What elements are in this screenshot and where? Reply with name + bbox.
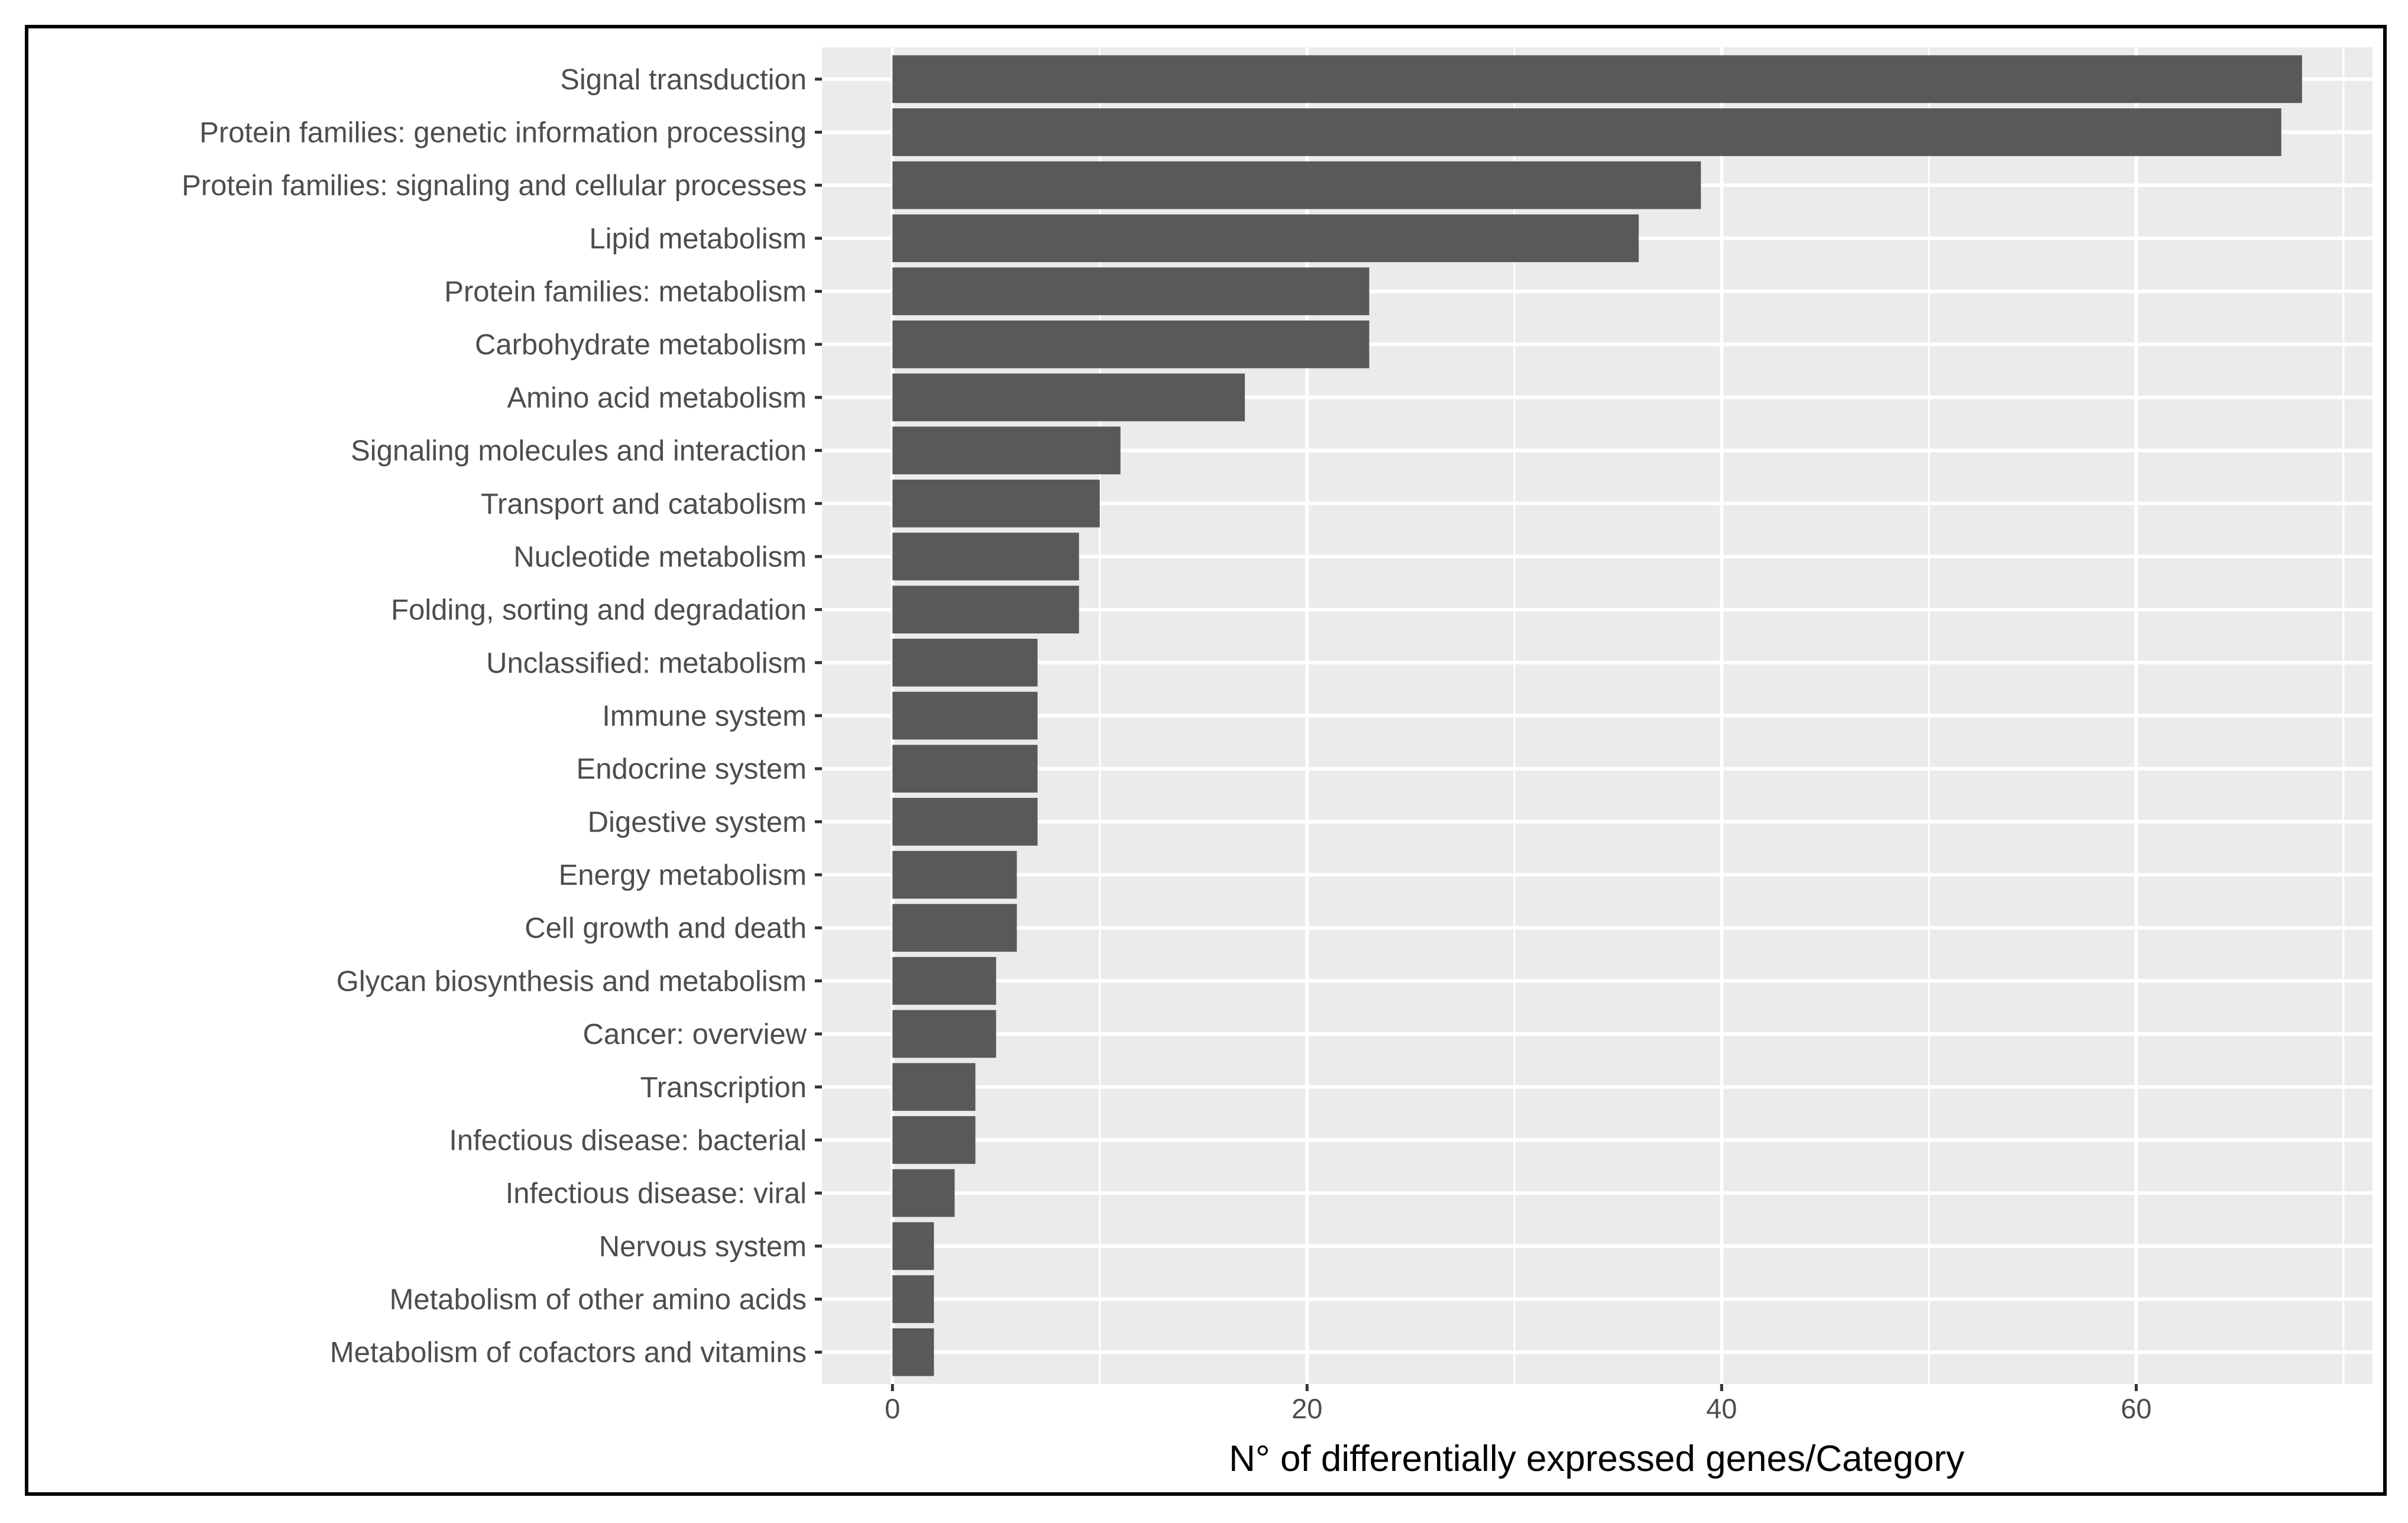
- category-label: Metabolism of other amino acids: [390, 1284, 807, 1316]
- x-axis-labels: 0 20 40 60: [885, 1393, 2151, 1424]
- x-tick-label: 0: [885, 1393, 900, 1424]
- category-label: Energy metabolism: [559, 859, 807, 891]
- bar: [892, 957, 996, 1005]
- bar: [892, 1063, 976, 1111]
- bar: [892, 638, 1038, 687]
- x-tick-label: 60: [2121, 1393, 2151, 1424]
- y-axis-ticks: [815, 77, 822, 1354]
- category-label: Immune system: [602, 700, 807, 732]
- x-tick-label: 20: [1292, 1393, 1322, 1424]
- category-label: Infectious disease: bacterial: [449, 1124, 807, 1156]
- bar: [892, 214, 1639, 263]
- category-label: Transport and catabolism: [481, 488, 807, 520]
- category-label: Signaling molecules and interaction: [351, 435, 807, 467]
- bar: [892, 1116, 976, 1164]
- category-label: Infectious disease: viral: [506, 1178, 807, 1210]
- category-label: Unclassified: metabolism: [486, 647, 807, 679]
- bar: [892, 1169, 955, 1217]
- category-label: Nucleotide metabolism: [513, 541, 807, 573]
- x-axis-ticks: [891, 1384, 2138, 1391]
- category-label: Cell growth and death: [525, 913, 807, 945]
- category-label: Metabolism of cofactors and vitamins: [330, 1337, 807, 1369]
- bar: [892, 904, 1017, 952]
- bar: [892, 479, 1100, 528]
- bar: [892, 108, 2281, 156]
- bar: [892, 851, 1017, 899]
- bar: [892, 267, 1370, 315]
- category-label: Folding, sorting and degradation: [391, 594, 807, 626]
- category-label: Transcription: [640, 1072, 807, 1104]
- category-label: Cancer: overview: [582, 1018, 807, 1050]
- category-label: Endocrine system: [577, 754, 807, 785]
- bar: [892, 55, 2302, 104]
- x-axis-title: N° of differentially expressed genes/Cat…: [1229, 1438, 1964, 1479]
- bar: [892, 1328, 934, 1376]
- bar: [892, 798, 1038, 846]
- category-label: Nervous system: [599, 1231, 807, 1263]
- category-label: Protein families: genetic information pr…: [199, 117, 807, 148]
- bar: [892, 161, 1701, 209]
- x-tick-label: 40: [1706, 1393, 1737, 1424]
- bar: [892, 745, 1038, 793]
- category-label: Digestive system: [588, 806, 807, 838]
- category-label: Glycan biosynthesis and metabolism: [336, 965, 807, 997]
- bar: [892, 1222, 934, 1270]
- category-label: Signal transduction: [560, 64, 807, 96]
- category-label: Protein families: metabolism: [444, 276, 807, 308]
- bar: [892, 586, 1079, 633]
- category-label: Amino acid metabolism: [507, 382, 807, 414]
- category-label: Protein families: signaling and cellular…: [182, 170, 807, 202]
- category-label: Carbohydrate metabolism: [475, 329, 807, 361]
- bar: [892, 373, 1245, 422]
- bar: [892, 1275, 934, 1323]
- y-axis-labels: Signal transduction Protein families: gen…: [182, 64, 807, 1369]
- category-label: Lipid metabolism: [589, 223, 807, 255]
- bars: [892, 55, 2302, 1376]
- bar: [892, 691, 1038, 740]
- bar: [892, 320, 1370, 368]
- bar: [892, 426, 1121, 474]
- bar: [892, 532, 1079, 581]
- bar: [892, 1010, 996, 1058]
